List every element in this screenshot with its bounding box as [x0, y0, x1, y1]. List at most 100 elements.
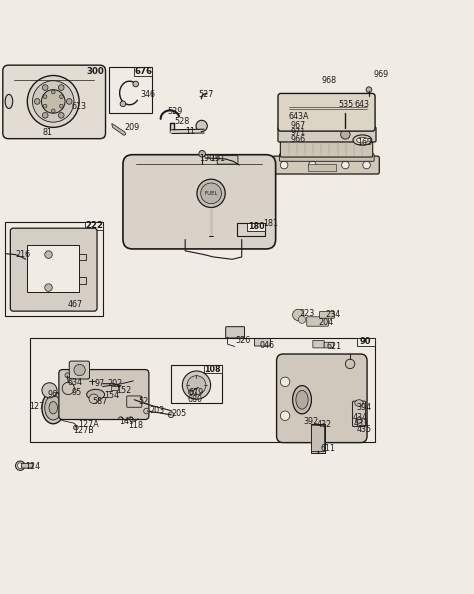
Text: 966: 966 [291, 135, 306, 144]
Circle shape [346, 359, 355, 369]
Text: 118: 118 [128, 421, 143, 429]
Text: 209: 209 [125, 123, 140, 132]
Circle shape [196, 121, 207, 132]
Ellipse shape [87, 389, 105, 400]
Text: 676: 676 [134, 67, 152, 76]
Ellipse shape [292, 386, 311, 414]
FancyBboxPatch shape [307, 317, 328, 326]
Text: 124: 124 [25, 462, 40, 471]
Text: 149: 149 [118, 417, 134, 426]
Text: 127B: 127B [73, 426, 94, 435]
Circle shape [60, 95, 63, 99]
FancyBboxPatch shape [226, 327, 245, 338]
Circle shape [43, 105, 47, 108]
Text: 634: 634 [67, 378, 82, 387]
Bar [86, 67, 104, 75]
Circle shape [43, 95, 47, 99]
FancyBboxPatch shape [280, 139, 373, 157]
Text: 621: 621 [326, 343, 341, 352]
Bar [247, 223, 265, 231]
Text: 81: 81 [43, 128, 53, 137]
Text: 526: 526 [236, 336, 251, 345]
Bar [109, 67, 152, 113]
Bar [5, 67, 104, 137]
Text: 163: 163 [357, 138, 372, 147]
Bar [171, 365, 222, 403]
Ellipse shape [353, 135, 372, 146]
Circle shape [168, 412, 174, 418]
Circle shape [45, 284, 52, 291]
Bar [111, 386, 118, 390]
Circle shape [60, 105, 63, 108]
Text: 467: 467 [67, 300, 82, 309]
Circle shape [74, 364, 85, 375]
Ellipse shape [355, 400, 363, 406]
Text: 190: 190 [199, 154, 214, 163]
Bar [5, 222, 103, 316]
Circle shape [280, 377, 290, 387]
Text: 643: 643 [355, 100, 370, 109]
Circle shape [66, 99, 72, 105]
Circle shape [35, 99, 40, 105]
Circle shape [199, 150, 205, 157]
Bar [85, 222, 103, 230]
Text: 203: 203 [149, 406, 164, 415]
Text: 394: 394 [356, 403, 371, 412]
Text: 528: 528 [175, 117, 190, 126]
Text: 97: 97 [95, 379, 105, 388]
Ellipse shape [5, 94, 13, 109]
Text: 152: 152 [116, 386, 131, 395]
Circle shape [366, 87, 372, 93]
FancyBboxPatch shape [277, 354, 367, 443]
Circle shape [42, 112, 48, 118]
Ellipse shape [356, 418, 362, 424]
Circle shape [182, 371, 210, 399]
Text: 643A: 643A [289, 112, 310, 121]
Circle shape [133, 81, 138, 87]
FancyBboxPatch shape [59, 369, 149, 419]
Circle shape [42, 85, 48, 90]
Circle shape [89, 394, 99, 403]
Text: 90: 90 [360, 337, 372, 346]
Ellipse shape [45, 396, 62, 420]
FancyBboxPatch shape [69, 361, 90, 379]
Circle shape [187, 375, 206, 394]
FancyBboxPatch shape [273, 156, 379, 174]
Text: 202: 202 [108, 379, 123, 388]
Circle shape [16, 461, 25, 470]
Text: FUEL: FUEL [204, 191, 218, 196]
Text: 435: 435 [356, 425, 371, 434]
Text: 434: 434 [353, 413, 367, 422]
FancyBboxPatch shape [311, 425, 325, 451]
Circle shape [280, 411, 290, 421]
Circle shape [197, 179, 225, 207]
Bar [357, 337, 374, 346]
Text: 96: 96 [47, 390, 57, 399]
Circle shape [42, 383, 57, 398]
Circle shape [342, 162, 349, 169]
FancyBboxPatch shape [313, 340, 324, 348]
Ellipse shape [296, 390, 308, 409]
Circle shape [73, 425, 78, 430]
Circle shape [58, 85, 64, 90]
Circle shape [298, 316, 306, 323]
Circle shape [309, 162, 316, 169]
Text: 046: 046 [260, 340, 274, 349]
Text: 234: 234 [326, 311, 341, 320]
Ellipse shape [49, 402, 57, 414]
Text: 52: 52 [138, 397, 148, 406]
FancyBboxPatch shape [353, 401, 365, 426]
Text: 613: 613 [71, 102, 86, 110]
Text: 11: 11 [185, 127, 195, 136]
Text: 680: 680 [187, 395, 202, 404]
Text: 300: 300 [86, 67, 104, 76]
Circle shape [58, 112, 64, 118]
Text: 191: 191 [210, 154, 226, 163]
Circle shape [33, 81, 74, 122]
Text: 967: 967 [291, 121, 306, 129]
Text: 392: 392 [303, 417, 319, 426]
Text: 108: 108 [205, 365, 221, 374]
Ellipse shape [42, 391, 64, 424]
Text: 968: 968 [322, 76, 337, 85]
Circle shape [341, 129, 350, 139]
